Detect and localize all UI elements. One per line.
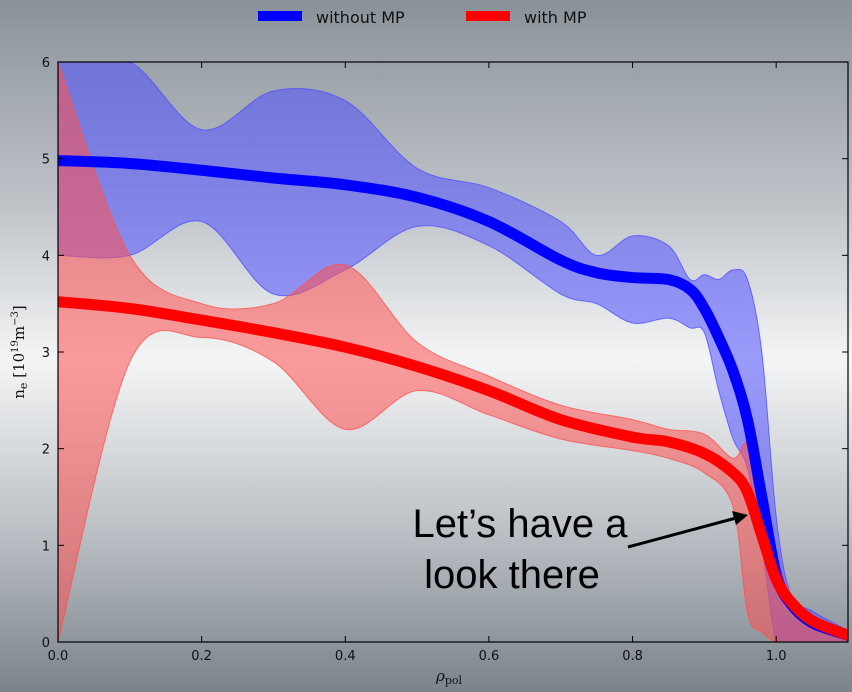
band-with-mp [58, 62, 848, 642]
legend-swatch-without-mp [258, 11, 302, 21]
y-tick-label: 1 [42, 539, 50, 554]
y-tick-label: 4 [42, 249, 50, 264]
y-tick-label: 6 [42, 56, 50, 71]
annotation-arrowhead [732, 511, 748, 525]
x-tick-label: 0.8 [622, 649, 643, 664]
x-tick-label: 0.6 [479, 649, 500, 664]
y-tick-label: 2 [42, 443, 50, 458]
annotation: Let’s have a look there [413, 502, 748, 597]
annotation-arrow [627, 516, 737, 549]
legend-label-with-mp: with MP [524, 8, 587, 27]
x-tick-label: 1.0 [766, 649, 787, 664]
legend-swatch-with-mp [466, 11, 510, 21]
x-axis-label: ρpol [435, 667, 462, 687]
legend-label-without-mp: without MP [316, 8, 405, 27]
y-tick-label: 3 [42, 346, 50, 361]
series-lines [58, 155, 848, 641]
line-with-mp [58, 296, 848, 641]
x-tick-label: 0.4 [335, 649, 356, 664]
x-tick-label: 0.2 [191, 649, 212, 664]
y-tick-label: 5 [42, 153, 50, 168]
annotation-line-1: Let’s have a [413, 502, 629, 546]
x-tick-label: 0.0 [48, 649, 69, 664]
y-axis-label: ne [1019m−3] [10, 305, 30, 398]
legend: without MP with MP [258, 8, 587, 27]
annotation-line-2: look there [424, 553, 600, 597]
y-tick-label: 0 [42, 636, 50, 651]
axis-ticks: 0.0 0.2 0.4 0.6 0.8 1.0 0 1 2 3 4 5 6 [42, 56, 848, 664]
